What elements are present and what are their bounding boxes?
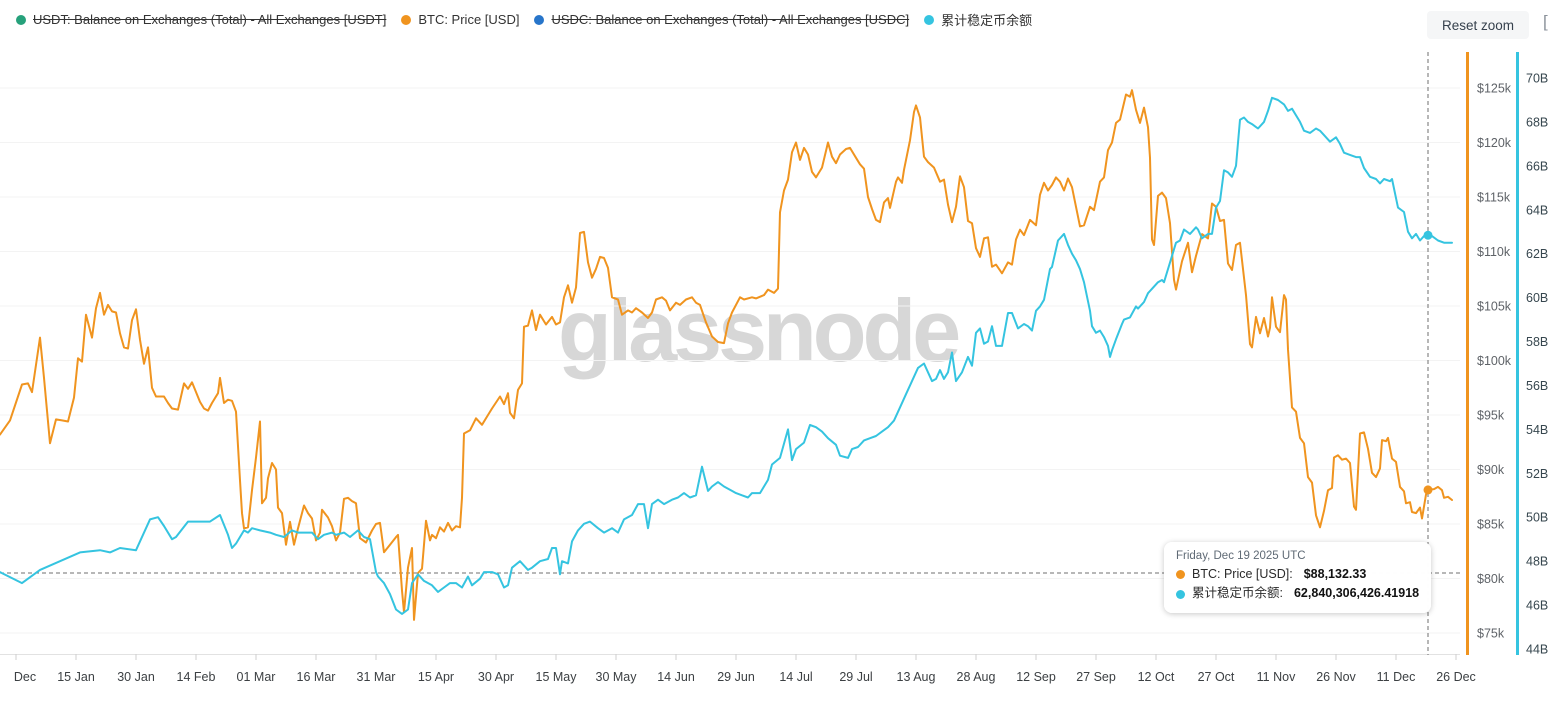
legend-item-cumulative-stablecoin-balance[interactable]: 累计稳定币余额 bbox=[924, 10, 1032, 29]
legend-item-btc-price[interactable]: BTC: Price [USD] bbox=[401, 12, 519, 27]
btc-axis-label: $100k bbox=[1477, 354, 1512, 368]
btc-axis-label: $95k bbox=[1477, 409, 1505, 423]
tooltip-value: 62,840,306,426.41918 bbox=[1293, 586, 1420, 601]
stablecoin-axis-label: 52B bbox=[1526, 467, 1548, 481]
stablecoin-series-dot-icon bbox=[1176, 589, 1185, 599]
btc-axis-label: $85k bbox=[1477, 518, 1505, 532]
btc-price-line bbox=[0, 89, 1453, 621]
x-axis-label: 13 Aug bbox=[897, 670, 936, 684]
crosshair-marker-btc bbox=[1423, 485, 1433, 495]
tooltip-row-btc: BTC: Price [USD]: $88,132.33 bbox=[1176, 565, 1419, 584]
stablecoin-axis-label: 46B bbox=[1526, 599, 1548, 613]
stablecoin-balance-line bbox=[0, 96, 1453, 615]
usdt-series-dot-icon bbox=[16, 14, 26, 25]
x-axis-label: 31 Mar bbox=[357, 670, 396, 684]
tooltip-value: $88,132.33 bbox=[1303, 567, 1367, 581]
x-axis-label: 14 Jun bbox=[657, 670, 695, 684]
btc-series-dot-icon bbox=[401, 14, 412, 25]
x-axis-label: 16 Mar bbox=[297, 670, 336, 684]
x-axis-label: 26 Dec bbox=[1436, 670, 1476, 684]
x-axis-label: 11 Nov bbox=[1257, 670, 1296, 684]
stablecoin-axis-label: 54B bbox=[1526, 423, 1548, 437]
x-axis-label: 15 Apr bbox=[418, 670, 454, 684]
x-axis-label: 28 Aug bbox=[957, 670, 996, 684]
x-axis-label: 14 Feb bbox=[177, 670, 216, 684]
x-axis-label: 29 Jul bbox=[839, 670, 872, 684]
x-axis-label: 30 Jan bbox=[117, 670, 155, 684]
clipped-corner-bracket-icon: [ bbox=[1543, 12, 1548, 31]
usdc-series-dot-icon bbox=[534, 14, 545, 25]
x-axis-label: 11 Dec bbox=[1377, 670, 1416, 684]
btc-axis-label: $120k bbox=[1477, 136, 1512, 150]
tooltip-label: BTC: Price [USD]: bbox=[1192, 567, 1293, 581]
stablecoin-axis-label: 44B bbox=[1526, 643, 1548, 657]
x-axis-label: 15 Jan bbox=[57, 670, 95, 684]
btc-axis-label: $125k bbox=[1477, 82, 1512, 96]
crosshair-marker-stablecoin bbox=[1423, 230, 1433, 240]
x-axis-label: 30 May bbox=[596, 670, 638, 684]
stablecoin-axis-label: 64B bbox=[1526, 203, 1548, 217]
chart-tooltip: Friday, Dec 19 2025 UTC BTC: Price [USD]… bbox=[1164, 542, 1432, 613]
stablecoin-series-dot-icon bbox=[924, 14, 935, 25]
legend-item-label: USDT: Balance on Exchanges (Total) - All… bbox=[33, 12, 387, 27]
legend-item-label: 累计稳定币余额 bbox=[941, 13, 1033, 28]
stablecoin-axis-label: 60B bbox=[1526, 291, 1548, 305]
legend-item-usdt-balance[interactable]: USDT: Balance on Exchanges (Total) - All… bbox=[16, 12, 386, 27]
legend-item-label: BTC: Price [USD] bbox=[418, 12, 520, 27]
btc-axis-label: $80k bbox=[1477, 572, 1505, 586]
stablecoin-axis-label: 66B bbox=[1526, 159, 1548, 173]
x-axis-label: 15 May bbox=[536, 670, 578, 684]
stablecoin-axis-label: 50B bbox=[1526, 511, 1548, 525]
legend-item-usdc-balance[interactable]: USDC: Balance on Exchanges (Total) - All… bbox=[534, 12, 909, 27]
btc-axis-label: $105k bbox=[1477, 300, 1512, 314]
stablecoin-axis-label: 68B bbox=[1526, 115, 1548, 129]
x-axis-label: 14 Jul bbox=[779, 670, 812, 684]
x-axis-label: 26 Nov bbox=[1316, 670, 1356, 684]
x-axis-label: 12 Oct bbox=[1138, 670, 1175, 684]
btc-axis-label: $110k bbox=[1477, 245, 1511, 259]
legend-item-label: USDC: Balance on Exchanges (Total) - All… bbox=[551, 12, 910, 27]
btc-series-dot-icon bbox=[1176, 570, 1185, 580]
tooltip-row-stablecoin: 累计稳定币余额: 62,840,306,426.41918 bbox=[1176, 584, 1419, 603]
tooltip-date: Friday, Dec 19 2025 UTC bbox=[1176, 550, 1306, 562]
x-axis-label: 27 Oct bbox=[1198, 670, 1235, 684]
stablecoin-axis-label: 62B bbox=[1526, 247, 1548, 261]
x-axis-label: 01 Mar bbox=[237, 670, 276, 684]
tooltip-label: 累计稳定币余额: bbox=[1192, 586, 1283, 601]
btc-axis-label: $115k bbox=[1477, 191, 1511, 205]
stablecoin-axis-label: 70B bbox=[1526, 72, 1548, 86]
x-axis-label: 12 Sep bbox=[1016, 670, 1056, 684]
chart-legend: USDT: Balance on Exchanges (Total) - All… bbox=[16, 10, 1032, 29]
x-axis-label: 27 Sep bbox=[1076, 670, 1116, 684]
x-axis-label: Dec bbox=[14, 670, 36, 684]
x-axis-label: 30 Apr bbox=[478, 670, 514, 684]
btc-axis-label: $75k bbox=[1477, 627, 1505, 641]
x-axis-label: 29 Jun bbox=[717, 670, 755, 684]
stablecoin-axis-label: 58B bbox=[1526, 335, 1548, 349]
stablecoin-axis-label: 56B bbox=[1526, 379, 1548, 393]
reset-zoom-button[interactable]: Reset zoom bbox=[1426, 11, 1529, 39]
btc-axis-label: $90k bbox=[1477, 463, 1505, 477]
stablecoin-axis-label: 48B bbox=[1526, 555, 1548, 569]
